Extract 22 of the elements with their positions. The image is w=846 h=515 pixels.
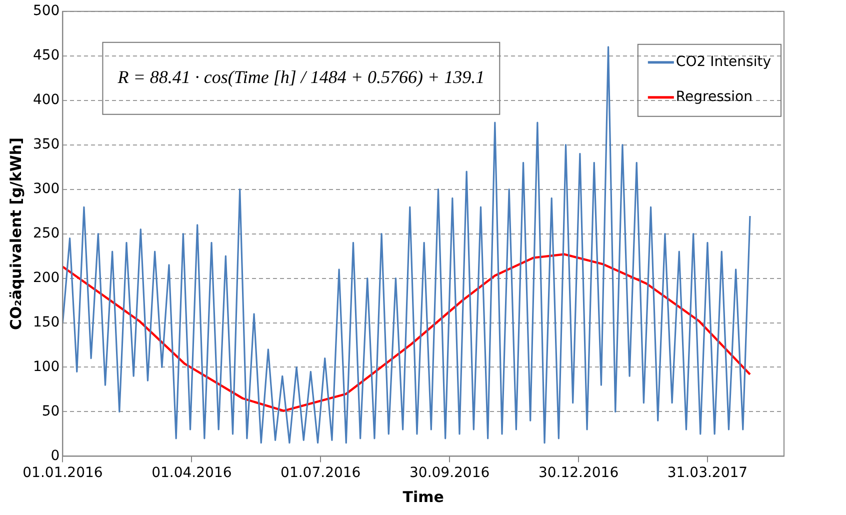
y-tick-label: 500 [32,3,60,20]
y-tick-label: 200 [32,270,60,286]
y-tick-label: 50 [42,403,60,420]
y-tick-label: 350 [32,136,60,152]
y-tick-label: 400 [32,92,60,108]
x-tick-label: 31.03.2017 [667,465,748,482]
y-tick-label: 150 [32,314,60,330]
x-tick-label: 30.12.2016 [538,465,619,482]
x-tick-label: 01.01.2016 [22,465,103,482]
y-axis-title: CO₂äquivalent [g/kWh] [6,138,25,330]
y-tick-label: 100 [32,358,60,375]
legend-label: CO2 Intensity [676,54,772,70]
y-tick-label: 0 [50,448,60,464]
legend-label: Regression [676,89,752,106]
x-tick-label: 30.09.2016 [409,465,490,482]
annotation: R = 88.41 · cos(Time [h] / 1484 + 0.5766) + 139.1 [116,67,485,88]
y-tick-label: 250 [32,225,60,242]
y-tick-label: 300 [32,180,60,197]
x-tick-label: 01.07.2016 [280,465,361,482]
x-tick-label: 01.04.2016 [152,465,232,482]
y-tick-label: 450 [32,48,60,64]
x-axis-title: Time [402,488,444,506]
